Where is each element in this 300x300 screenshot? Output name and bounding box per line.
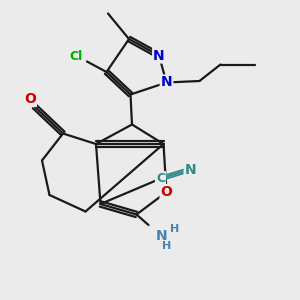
Text: O: O [160, 185, 172, 199]
Text: Cl: Cl [70, 50, 83, 64]
Text: H: H [170, 224, 179, 234]
Text: C: C [156, 172, 165, 185]
Text: N: N [156, 229, 168, 242]
Text: N: N [185, 163, 196, 176]
Text: N: N [153, 49, 165, 62]
Text: N: N [161, 76, 172, 89]
Text: O: O [24, 92, 36, 106]
Text: H: H [162, 241, 171, 251]
